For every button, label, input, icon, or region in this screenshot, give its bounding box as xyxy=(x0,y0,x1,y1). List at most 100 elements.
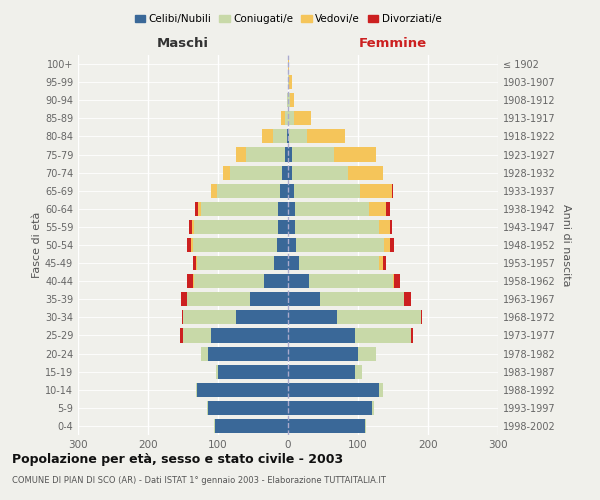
Bar xyxy=(281,112,284,126)
Bar xyxy=(309,274,393,288)
Bar xyxy=(383,256,386,270)
Bar xyxy=(235,148,246,162)
Bar xyxy=(280,184,288,198)
Bar xyxy=(288,148,292,162)
Bar xyxy=(230,166,283,179)
Bar xyxy=(181,292,187,306)
Bar xyxy=(287,93,288,108)
Bar xyxy=(194,220,278,234)
Bar xyxy=(183,328,211,342)
Bar xyxy=(223,166,230,179)
Bar xyxy=(235,310,288,324)
Bar xyxy=(296,238,384,252)
Bar xyxy=(334,148,376,162)
Bar xyxy=(262,130,272,143)
Bar xyxy=(201,202,278,216)
Bar xyxy=(193,256,196,270)
Bar xyxy=(299,256,379,270)
Bar xyxy=(288,310,337,324)
Bar xyxy=(295,220,379,234)
Bar xyxy=(197,382,288,397)
Bar xyxy=(379,382,383,397)
Bar xyxy=(189,220,192,234)
Bar xyxy=(191,238,193,252)
Bar xyxy=(208,401,288,415)
Bar xyxy=(193,238,277,252)
Bar xyxy=(179,328,183,342)
Bar xyxy=(288,75,289,89)
Bar xyxy=(192,220,194,234)
Bar xyxy=(288,292,320,306)
Bar xyxy=(207,401,208,415)
Bar xyxy=(200,346,208,360)
Bar xyxy=(358,346,376,360)
Bar xyxy=(355,328,410,342)
Bar xyxy=(288,220,295,234)
Bar xyxy=(365,419,367,433)
Bar xyxy=(211,328,288,342)
Bar xyxy=(392,184,393,198)
Bar xyxy=(389,220,392,234)
Bar xyxy=(263,274,288,288)
Bar xyxy=(372,401,374,415)
Bar xyxy=(187,274,193,288)
Bar xyxy=(347,166,383,179)
Bar xyxy=(214,419,215,433)
Bar xyxy=(216,364,218,378)
Bar xyxy=(196,256,197,270)
Bar xyxy=(293,112,311,126)
Text: COMUNE DI PIAN DI SCO (AR) - Dati ISTAT 1° gennaio 2003 - Elaborazione TUTTAITAL: COMUNE DI PIAN DI SCO (AR) - Dati ISTAT … xyxy=(12,476,386,485)
Text: Femmine: Femmine xyxy=(359,36,427,50)
Bar xyxy=(320,292,404,306)
Bar xyxy=(187,238,191,252)
Bar xyxy=(288,238,296,252)
Bar xyxy=(288,57,289,71)
Bar xyxy=(288,401,372,415)
Bar xyxy=(278,202,288,216)
Bar xyxy=(355,364,361,378)
Bar xyxy=(386,202,389,216)
Bar xyxy=(421,310,422,324)
Bar xyxy=(182,310,183,324)
Y-axis label: Fasce di età: Fasce di età xyxy=(32,212,42,278)
Y-axis label: Anni di nascita: Anni di nascita xyxy=(561,204,571,286)
Bar xyxy=(360,184,392,198)
Bar xyxy=(289,75,292,89)
Bar xyxy=(183,310,235,324)
Bar xyxy=(389,238,394,252)
Bar xyxy=(288,382,379,397)
Bar xyxy=(288,256,299,270)
Bar xyxy=(215,419,288,433)
Bar xyxy=(197,256,274,270)
Text: Popolazione per età, sesso e stato civile - 2003: Popolazione per età, sesso e stato civil… xyxy=(12,452,343,466)
Bar xyxy=(274,256,288,270)
Bar xyxy=(283,166,288,179)
Bar xyxy=(208,346,288,360)
Bar xyxy=(393,274,394,288)
Bar xyxy=(211,184,217,198)
Bar xyxy=(193,274,263,288)
Bar xyxy=(292,148,334,162)
Bar xyxy=(289,130,307,143)
Bar xyxy=(288,274,309,288)
Bar xyxy=(307,130,346,143)
Bar xyxy=(379,220,389,234)
Bar xyxy=(292,166,347,179)
Bar xyxy=(384,238,389,252)
Bar xyxy=(288,130,289,143)
Bar xyxy=(250,292,288,306)
Bar xyxy=(287,130,288,143)
Text: Maschi: Maschi xyxy=(157,36,209,50)
Bar xyxy=(410,328,413,342)
Bar xyxy=(288,346,358,360)
Bar xyxy=(288,419,365,433)
Bar xyxy=(198,202,201,216)
Bar xyxy=(288,166,292,179)
Bar xyxy=(187,292,250,306)
Bar xyxy=(394,274,400,288)
Bar xyxy=(272,130,287,143)
Bar xyxy=(404,292,410,306)
Bar xyxy=(288,328,355,342)
Bar xyxy=(337,310,421,324)
Bar xyxy=(246,148,284,162)
